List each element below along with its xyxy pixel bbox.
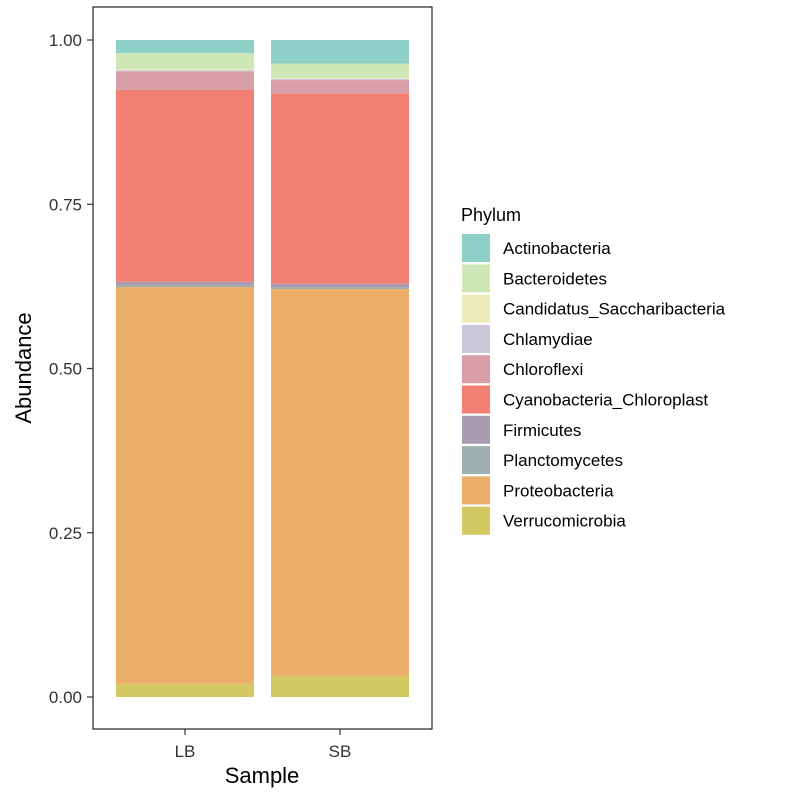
bar-segment-lb-planctomycetes	[116, 285, 254, 288]
bar-segment-sb-cyanobacteria-chloroplast	[271, 93, 409, 284]
legend: Phylum Actinobacteria Bacteroidetes Candid…	[461, 205, 726, 535]
bar-segment-sb-proteobacteria	[271, 289, 409, 676]
legend-label-firmicutes: Firmicutes	[503, 421, 581, 440]
legend-label-verrucomicrobia: Verrucomicrobia	[503, 512, 626, 531]
legend-label-chlamydiae: Chlamydiae	[503, 330, 593, 349]
legend-swatch-chloroflexi	[462, 355, 490, 384]
legend-swatch-firmicutes	[462, 415, 490, 444]
bar-segment-lb-actinobacteria	[116, 40, 254, 54]
bar-segment-sb-verrucomicrobia	[271, 675, 409, 697]
legend-swatch-bacteroidetes	[462, 264, 490, 293]
bar-segment-sb-bacteroidetes	[271, 63, 409, 79]
legend-label-candidatus-saccharibacteria: Candidatus_Saccharibacteria	[503, 300, 726, 319]
y-tick-label: 1.00	[49, 31, 82, 50]
x-tick-label-lb: LB	[175, 742, 196, 761]
bar-segment-lb-verrucomicrobia	[116, 683, 254, 697]
bar-segment-sb-planctomycetes	[271, 287, 409, 290]
legend-swatch-actinobacteria	[462, 234, 490, 262]
legend-swatch-proteobacteria	[462, 476, 490, 505]
x-tick-label-sb: SB	[329, 742, 352, 761]
bar-segment-lb-bacteroidetes	[116, 53, 254, 69]
legend-label-actinobacteria: Actinobacteria	[503, 239, 611, 258]
bar-segment-sb-actinobacteria	[271, 40, 409, 64]
legend-swatch-cyanobacteria-chloroplast	[462, 385, 490, 414]
y-tick-label: 0.00	[49, 688, 82, 707]
legend-label-planctomycetes: Planctomycetes	[503, 451, 623, 470]
bar-layer	[116, 40, 409, 697]
bar-segment-sb-chloroflexi	[271, 80, 409, 94]
legend-label-proteobacteria: Proteobacteria	[503, 481, 614, 500]
legend-label-bacteroidetes: Bacteroidetes	[503, 269, 607, 288]
legend-swatch-candidatus-saccharibacteria	[462, 294, 490, 323]
bar-segment-lb-proteobacteria	[116, 287, 254, 684]
legend-swatch-verrucomicrobia	[462, 506, 490, 535]
y-axis: 0.00 0.25 0.50 0.75 1.00	[49, 31, 93, 707]
bar-segment-lb-candidatus-saccharibacteria	[116, 68, 254, 71]
legend-swatch-chlamydiae	[462, 324, 490, 353]
y-tick-label: 0.50	[49, 360, 82, 379]
bar-segment-lb-chlamydiae	[116, 70, 254, 72]
x-axis: LB SB	[175, 729, 352, 761]
legend-label-cyanobacteria-chloroplast: Cyanobacteria_Chloroplast	[503, 391, 708, 410]
bar-segment-lb-chloroflexi	[116, 71, 254, 90]
y-axis-title: Abundance	[11, 312, 36, 423]
bar-segment-sb-firmicutes	[271, 283, 409, 288]
bar-segment-sb-chlamydiae	[271, 78, 409, 81]
bar-segment-lb-firmicutes	[116, 281, 254, 286]
y-tick-label: 0.25	[49, 524, 82, 543]
bar-segment-lb-cyanobacteria-chloroplast	[116, 89, 254, 282]
bar-segment-sb-candidatus-saccharibacteria	[271, 78, 409, 79]
legend-swatch-planctomycetes	[462, 446, 490, 475]
x-axis-title: Sample	[225, 763, 300, 788]
legend-label-chloroflexi: Chloroflexi	[503, 360, 583, 379]
legend-title: Phylum	[461, 205, 521, 225]
y-tick-label: 0.75	[49, 195, 82, 214]
